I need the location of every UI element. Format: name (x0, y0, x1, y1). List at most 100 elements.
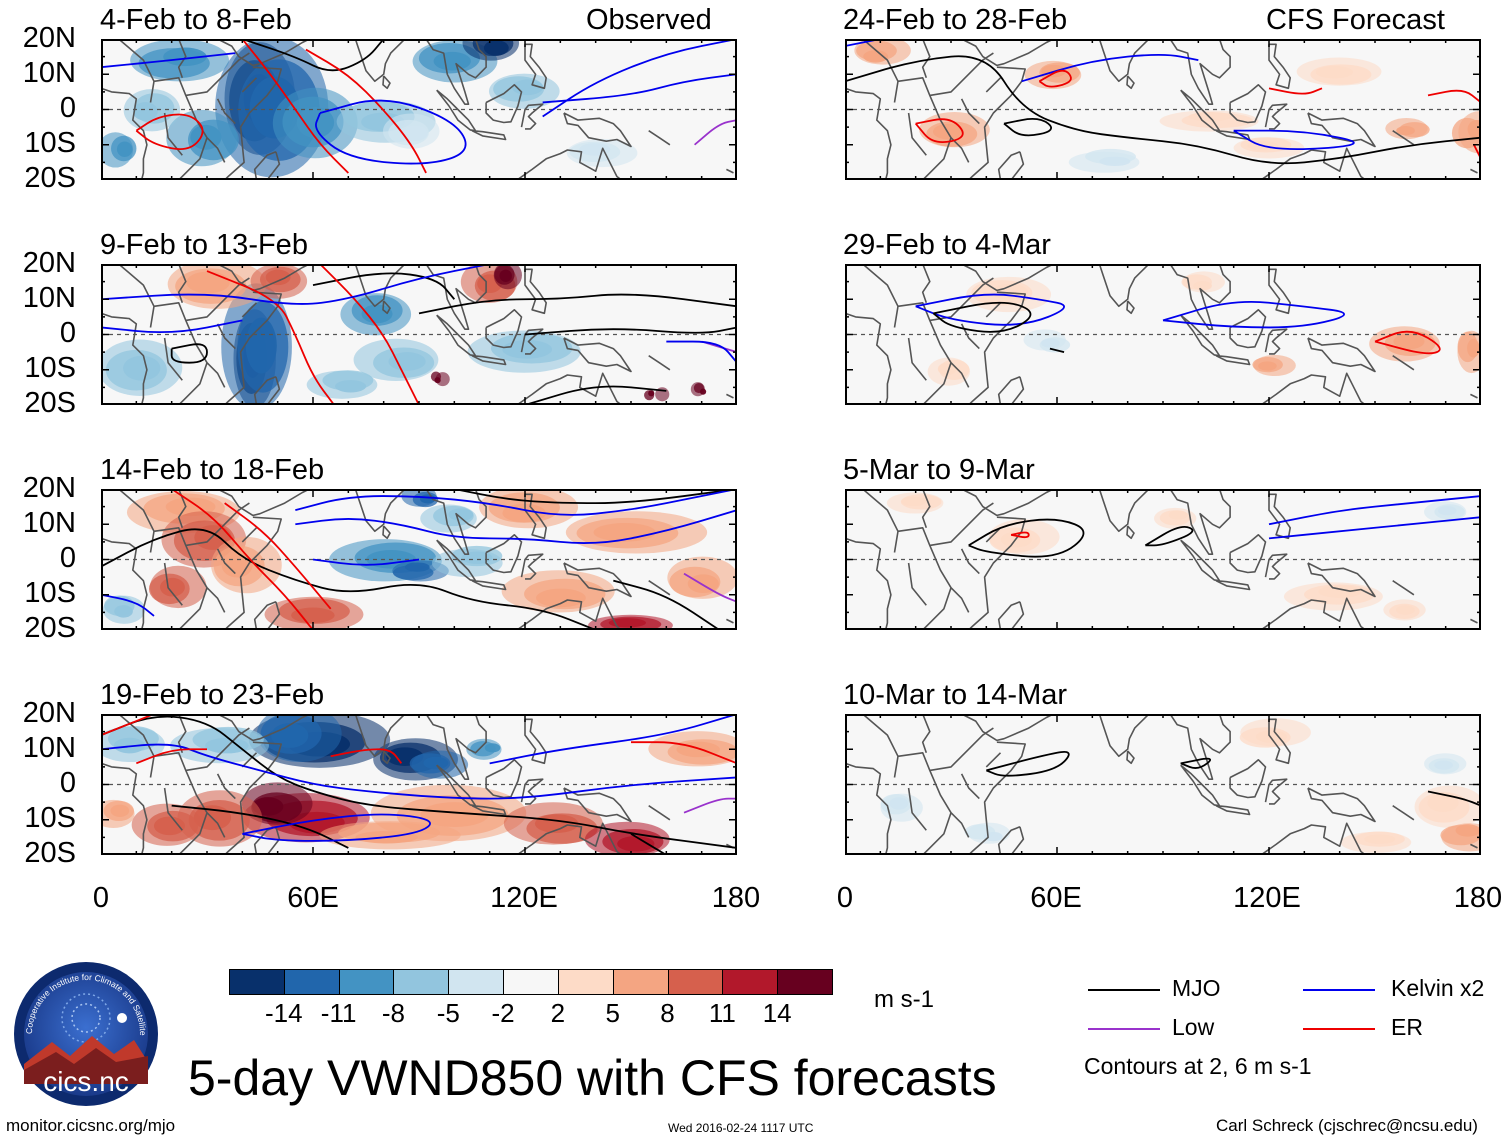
anomaly-blob (194, 525, 232, 550)
panel-title-obs-3: 14-Feb to 18-Feb (100, 454, 325, 486)
contour-line (1003, 118, 1052, 137)
lat-label: 20S (24, 837, 76, 869)
panel-frame (101, 39, 737, 180)
wave-contours (985, 750, 1481, 807)
panel-title-fcst-3: 5-Mar to 9-Mar (843, 454, 1035, 486)
anomaly-blob (1315, 65, 1354, 79)
anomaly-blob (132, 102, 158, 121)
contour-line (915, 293, 1065, 326)
colorbar-box (612, 969, 670, 995)
wave-contours (845, 39, 1481, 165)
contour-line (1268, 516, 1481, 540)
timestamp: Wed 2016-02-24 1117 UTC (668, 1121, 814, 1135)
lat-label: 0 (59, 92, 76, 124)
contour-line (171, 489, 314, 630)
contour-line (101, 264, 490, 305)
contour-line (242, 39, 385, 72)
panel-frame (101, 489, 737, 630)
contour-line (170, 343, 208, 364)
contour-line (206, 270, 335, 405)
contour-line (1427, 790, 1481, 807)
contour-line (312, 558, 420, 566)
lat-label: 10S (24, 127, 76, 159)
colorbar-label: -2 (491, 998, 515, 1028)
lat-label: 20N (22, 697, 76, 729)
colorbar-box (557, 969, 615, 995)
map-panel-forecast-3 (845, 489, 1481, 630)
lat-label: 20S (24, 387, 76, 419)
colorbar-label: -11 (320, 998, 357, 1028)
contour-line (630, 833, 667, 855)
logo-icon: Cooperative Institute for Climate and Sa… (10, 952, 158, 1106)
lat-label: 20N (22, 472, 76, 504)
wind-anomaly-shading (880, 718, 1481, 853)
legend-line-low (1088, 1028, 1160, 1030)
anomaly-blob (265, 269, 291, 286)
colorbar-label: 11 (708, 998, 736, 1028)
panel-title-fcst-4: 10-Mar to 14-Mar (843, 679, 1068, 711)
anomaly-blob (153, 816, 186, 836)
anomaly-blob (1318, 585, 1362, 598)
contour-line (101, 52, 236, 69)
anomaly-blob (1455, 824, 1481, 837)
wave-contours (101, 714, 737, 855)
colorbar (229, 969, 834, 995)
map-panel-observed-2 (101, 264, 737, 405)
map-panel-forecast-1 (845, 39, 1481, 180)
colorbar-label: -8 (381, 998, 406, 1028)
lat-label: 20S (24, 162, 76, 194)
colorbar-label: -5 (436, 998, 460, 1028)
colorbar-units: m s-1 (874, 986, 934, 1013)
contour-line (631, 741, 737, 765)
contour-line (295, 509, 737, 544)
contour-line (418, 293, 737, 315)
contour-line (1038, 69, 1072, 88)
map-panel-observed-1 (101, 39, 737, 180)
anomaly-blob (889, 797, 909, 810)
contour-line (315, 99, 467, 165)
colorbar-label: -14 (265, 998, 303, 1028)
lat-label: 10S (24, 802, 76, 834)
contour-line (845, 55, 1481, 165)
contour-line (524, 326, 737, 336)
map-panel-forecast-4 (845, 714, 1481, 855)
contour-line (101, 528, 597, 630)
panel-frame (845, 489, 1481, 630)
lon-label-right: 0 (836, 882, 854, 914)
contour-line (101, 743, 737, 800)
panel-frame (845, 264, 1481, 405)
contour-line (135, 113, 204, 151)
lat-label: 0 (59, 542, 76, 574)
wind-anomaly-shading (101, 714, 737, 855)
contour-line (135, 748, 207, 765)
lat-label: 10N (22, 507, 76, 539)
wave-contours (915, 293, 1441, 355)
wind-anomaly-shading (886, 492, 1467, 621)
lon-label-left: 180 (711, 882, 761, 914)
contour-line (330, 748, 403, 764)
lon-label-right: 180 (1453, 882, 1503, 914)
wave-contours (101, 489, 737, 630)
colorbar-box (338, 969, 395, 995)
colorbar-box (393, 969, 450, 995)
anomaly-blob (205, 737, 249, 754)
anomaly-blob (937, 362, 957, 376)
contour-line (1049, 347, 1065, 353)
contour-line (968, 518, 1085, 558)
contour-line (542, 39, 737, 118)
coastline (101, 264, 734, 405)
anomaly-blob (123, 355, 161, 381)
colorbar-box (283, 969, 341, 995)
colorbar-box (229, 969, 286, 995)
anomaly-blob (110, 804, 130, 817)
anomaly-blob (499, 269, 512, 282)
panel-title-obs-4: 19-Feb to 23-Feb (100, 679, 325, 711)
cics-logo: Cooperative Institute for Climate and Sa… (10, 952, 160, 1108)
figure-title: 5-day VWND850 with CFS forecasts (188, 1050, 997, 1106)
forecast-label: CFS Forecast (1266, 4, 1445, 36)
anomaly-blob (1427, 793, 1459, 812)
contour-line (1268, 87, 1323, 95)
anomaly-blob (1396, 125, 1415, 136)
panel-frame (845, 714, 1481, 855)
contour-line (295, 489, 737, 516)
